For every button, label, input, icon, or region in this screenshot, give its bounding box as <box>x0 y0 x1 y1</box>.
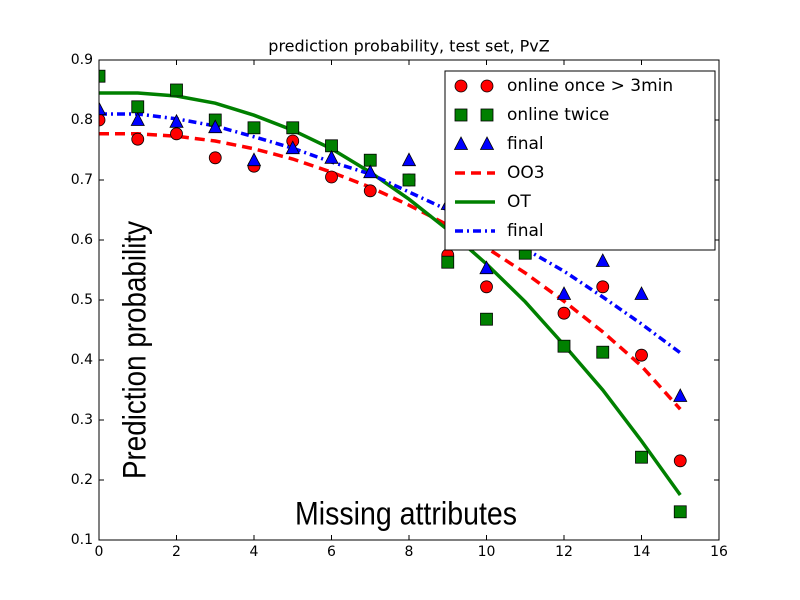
marker <box>673 388 688 402</box>
x-tick-label: 4 <box>250 544 259 560</box>
marker <box>285 140 300 155</box>
marker <box>596 280 610 294</box>
legend-label: final <box>507 134 544 154</box>
x-tick-label: 2 <box>172 544 181 560</box>
marker <box>401 152 417 167</box>
y-tick-label: 0.5 <box>71 292 93 308</box>
marker <box>635 450 648 464</box>
series-line <box>99 91 682 497</box>
marker <box>634 286 649 300</box>
y-tick-label: 0.2 <box>71 472 93 488</box>
marker <box>131 132 145 146</box>
legend-label: OT <box>507 192 531 212</box>
y-tick-label: 0.8 <box>71 112 93 128</box>
legend: online once > 3min online twice final OO3 OT… <box>444 70 716 251</box>
marker <box>247 121 261 135</box>
x-tick-label: 16 <box>710 544 728 560</box>
series-line <box>99 132 682 411</box>
legend-box <box>444 70 716 251</box>
marker <box>479 136 495 150</box>
marker <box>170 83 183 97</box>
marker <box>208 119 223 134</box>
marker <box>324 149 339 164</box>
x-axis-label: Missing attributes <box>295 495 517 531</box>
marker <box>208 151 222 165</box>
y-tick-label: 0.7 <box>71 172 93 188</box>
legend-label: online once > 3min <box>507 76 673 96</box>
marker <box>363 164 378 179</box>
x-tick-label: 0 <box>95 544 104 560</box>
marker <box>325 170 338 184</box>
marker <box>454 79 468 93</box>
marker <box>557 306 571 320</box>
marker <box>169 113 184 128</box>
marker <box>557 339 571 353</box>
marker <box>99 69 106 83</box>
y-tick-label: 0.9 <box>71 52 93 68</box>
y-tick-label: 0.4 <box>71 352 93 368</box>
legend-label: online twice <box>507 105 609 125</box>
x-tick-label: 6 <box>327 544 336 560</box>
x-tick-label: 14 <box>633 544 651 560</box>
marker <box>480 79 494 93</box>
marker <box>480 280 493 294</box>
series-line <box>99 112 682 355</box>
marker <box>480 312 493 326</box>
marker <box>479 260 494 275</box>
marker <box>130 112 145 126</box>
marker <box>596 345 610 359</box>
marker <box>246 152 262 167</box>
x-tick-label: 8 <box>405 544 414 560</box>
y-tick-label: 0.3 <box>71 412 93 428</box>
marker <box>673 505 687 519</box>
marker <box>453 136 469 150</box>
y-tick-label: 0.1 <box>71 532 93 548</box>
marker <box>363 184 377 198</box>
marker <box>402 173 416 187</box>
marker <box>286 121 300 135</box>
marker <box>131 100 145 114</box>
marker <box>635 348 648 362</box>
y-tick-label: 0.6 <box>71 232 93 248</box>
marker <box>673 454 687 468</box>
legend-label: OO3 <box>507 163 545 183</box>
plot-frame <box>98 59 720 541</box>
marker <box>170 127 183 141</box>
x-tick-label: 12 <box>555 544 573 560</box>
marker <box>480 108 494 122</box>
marker <box>454 108 468 122</box>
chart-title: prediction probability, test set, PvZ <box>268 37 549 56</box>
legend-label: final <box>507 221 544 241</box>
marker <box>595 253 610 267</box>
marker <box>99 113 106 127</box>
marker <box>556 286 572 300</box>
x-tick-label: 10 <box>478 544 496 560</box>
y-axis-label: Prediction probability <box>116 221 152 479</box>
marker <box>99 101 107 116</box>
marker <box>441 255 455 269</box>
